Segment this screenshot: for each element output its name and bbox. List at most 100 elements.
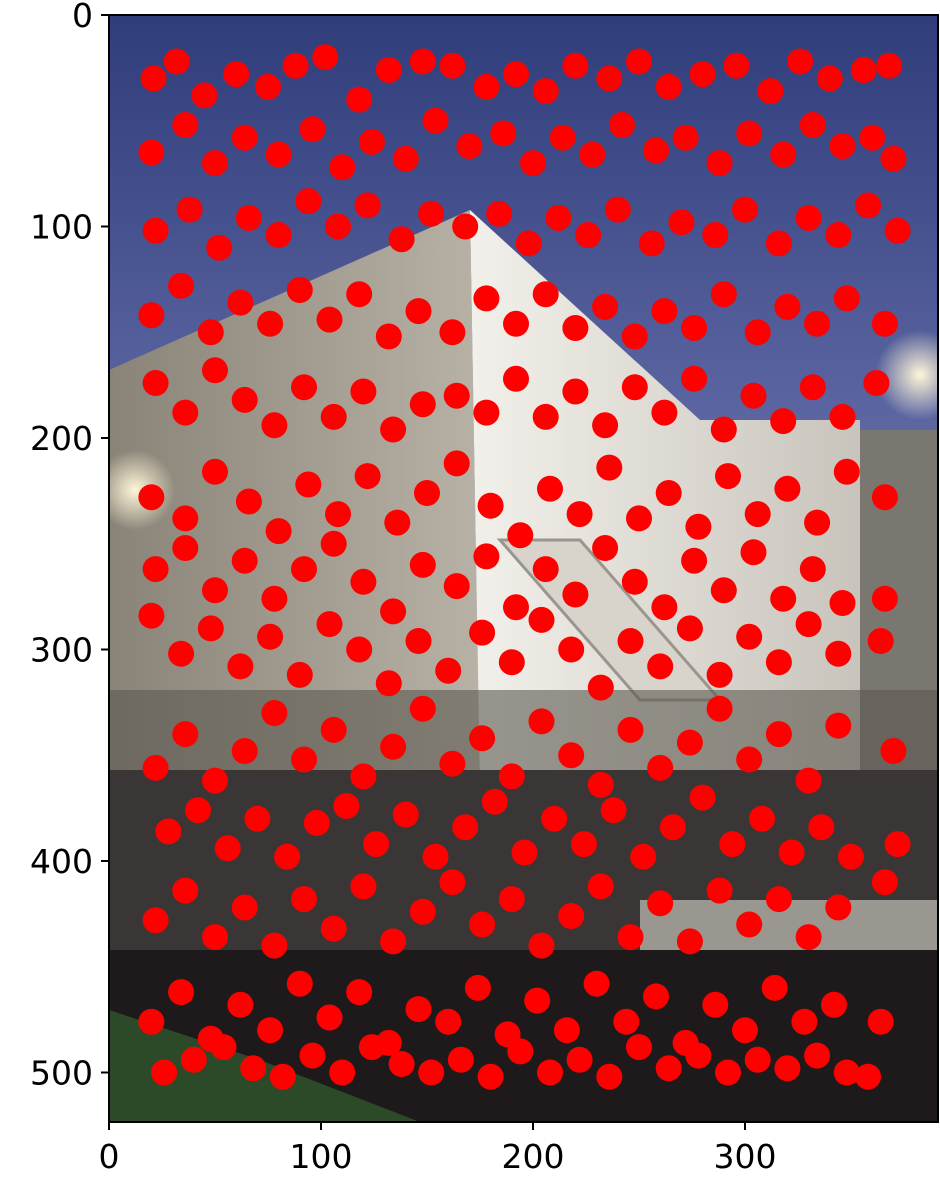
scatter-point bbox=[587, 771, 614, 798]
scatter-point bbox=[231, 738, 258, 764]
scatter-point bbox=[651, 298, 678, 325]
scatter-point bbox=[626, 505, 652, 532]
y-tick-label: 200 bbox=[30, 419, 93, 458]
scatter-point bbox=[736, 911, 763, 938]
scatter-point bbox=[435, 1008, 462, 1035]
scatter-point bbox=[592, 293, 619, 320]
y-tick-label: 0 bbox=[72, 0, 93, 35]
scatter-point bbox=[210, 1034, 237, 1061]
scatter-point bbox=[676, 615, 703, 642]
scatter-point bbox=[626, 48, 652, 75]
scatter-point bbox=[503, 365, 529, 392]
scatter-point bbox=[325, 213, 351, 240]
scatter-point bbox=[681, 547, 708, 574]
scatter-point bbox=[621, 568, 648, 595]
scatter-point bbox=[600, 797, 627, 824]
scatter-point bbox=[142, 556, 169, 583]
scatter-point bbox=[829, 403, 856, 430]
scatter-point bbox=[380, 598, 407, 625]
scatter-point bbox=[452, 814, 479, 841]
scatter-point bbox=[799, 374, 826, 401]
scatter-point bbox=[774, 1055, 801, 1082]
scatter-point bbox=[676, 729, 703, 756]
scatter-point bbox=[172, 721, 199, 748]
scatter-point bbox=[787, 48, 814, 75]
scatter-point bbox=[537, 1059, 563, 1086]
scatter-point bbox=[825, 640, 852, 667]
scatter-point bbox=[761, 974, 788, 1001]
scatter-point bbox=[409, 48, 436, 75]
scatter-point bbox=[613, 1008, 640, 1035]
scatter-point bbox=[291, 886, 317, 913]
scatter-point bbox=[312, 44, 339, 71]
scatter-point bbox=[562, 581, 589, 608]
scatter-point bbox=[562, 315, 589, 341]
scatter-point bbox=[723, 52, 750, 79]
scatter-point bbox=[765, 721, 792, 748]
scatter-point bbox=[706, 695, 733, 722]
scatter-point bbox=[473, 285, 500, 312]
scatter-point bbox=[647, 653, 674, 680]
scatter-point bbox=[477, 492, 504, 519]
scatter-point bbox=[744, 1046, 771, 1073]
scatter-point bbox=[511, 839, 538, 866]
scatter-point bbox=[191, 82, 218, 109]
scatter-point bbox=[142, 370, 169, 396]
scatter-point bbox=[235, 488, 262, 515]
scatter-point bbox=[871, 484, 898, 511]
scatter-point bbox=[473, 73, 500, 100]
scatter-point bbox=[422, 843, 449, 870]
scatter-point bbox=[295, 471, 322, 498]
scatter-point bbox=[765, 649, 792, 676]
scatter-point bbox=[384, 509, 411, 536]
scatter-point bbox=[443, 573, 470, 600]
scatter-point bbox=[469, 725, 496, 752]
scatter-point bbox=[681, 315, 708, 341]
scatter-point bbox=[269, 1063, 296, 1090]
building-left-wing bbox=[109, 210, 480, 790]
street-lamp-left bbox=[109, 450, 175, 530]
scatter-point bbox=[418, 1059, 445, 1086]
scatter-point bbox=[405, 996, 432, 1023]
scatter-point bbox=[689, 61, 716, 88]
plot-frame bbox=[108, 14, 939, 1123]
scatter-point bbox=[202, 458, 228, 485]
scatter-point bbox=[473, 399, 500, 426]
scatter-point bbox=[231, 894, 258, 921]
scatter-point bbox=[227, 991, 254, 1018]
scatter-point bbox=[172, 877, 199, 904]
scatter-point bbox=[231, 547, 258, 574]
scatter-point bbox=[329, 1059, 356, 1086]
scatter-point bbox=[507, 522, 534, 549]
scatter-point bbox=[795, 205, 822, 231]
scatter-point bbox=[282, 52, 309, 79]
scatter-point bbox=[566, 1046, 593, 1073]
scatter-point bbox=[532, 403, 559, 430]
scatter-point bbox=[592, 412, 619, 439]
scatter-point bbox=[350, 568, 377, 595]
scatter-point bbox=[333, 793, 360, 819]
x-tick-label: 200 bbox=[502, 1137, 565, 1176]
scatter-point bbox=[388, 226, 415, 253]
y-tick-label: 500 bbox=[30, 1054, 93, 1093]
scatter-point bbox=[299, 116, 326, 143]
scatter-point bbox=[375, 670, 402, 697]
scatter-point bbox=[685, 1042, 712, 1069]
scatter-point bbox=[715, 463, 741, 490]
scatter-point bbox=[643, 983, 669, 1010]
scatter-point bbox=[231, 386, 258, 413]
scatter-point bbox=[409, 695, 436, 722]
scatter-point bbox=[202, 924, 228, 951]
y-tick-label: 400 bbox=[30, 842, 93, 881]
scatter-points bbox=[138, 44, 911, 1090]
scatter-point bbox=[261, 585, 288, 612]
scatter-point bbox=[405, 298, 432, 325]
x-tick-label: 300 bbox=[714, 1137, 777, 1176]
scatter-point bbox=[587, 674, 614, 701]
scatter-point bbox=[566, 501, 593, 528]
scatter-point bbox=[498, 649, 525, 676]
scatter-point bbox=[617, 716, 644, 743]
scatter-point bbox=[235, 205, 262, 231]
scatter-point bbox=[456, 133, 483, 160]
scatter-point bbox=[286, 277, 313, 303]
